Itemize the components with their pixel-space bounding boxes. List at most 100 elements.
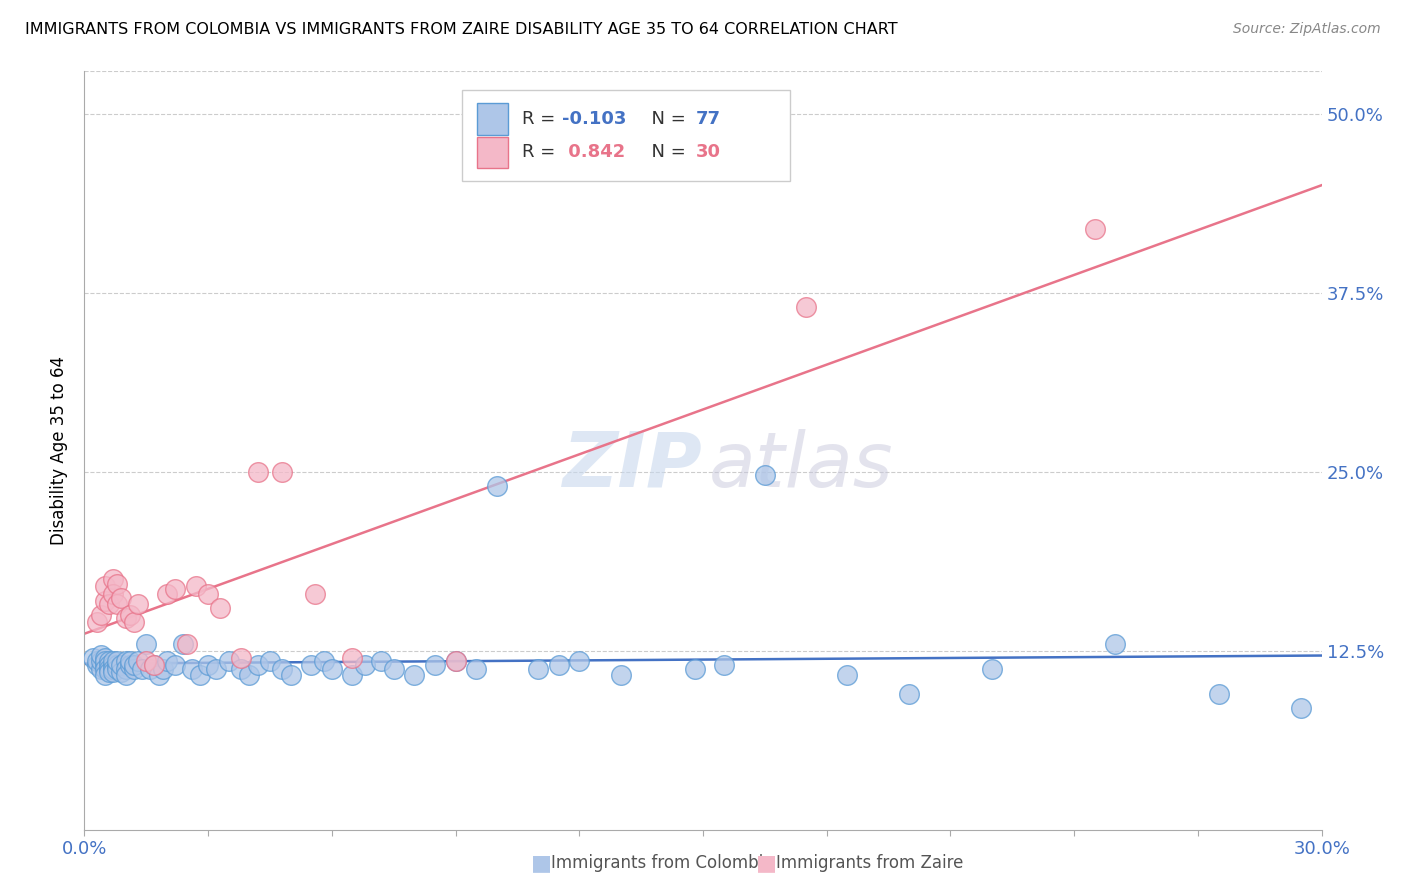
Point	[465, 662, 488, 676]
Point	[98, 662, 121, 676]
Point	[898, 687, 921, 701]
Point	[238, 668, 260, 682]
Point	[127, 654, 149, 668]
Point	[122, 658, 145, 673]
Text: Immigrants from Colombia: Immigrants from Colombia	[551, 855, 773, 872]
Point	[105, 658, 128, 673]
Text: ZIP: ZIP	[564, 429, 703, 502]
Text: Source: ZipAtlas.com: Source: ZipAtlas.com	[1233, 22, 1381, 37]
Point	[139, 662, 162, 676]
Text: Immigrants from Zaire: Immigrants from Zaire	[776, 855, 963, 872]
Point	[156, 586, 179, 600]
Point	[90, 648, 112, 662]
Point	[86, 658, 108, 673]
Text: 30: 30	[696, 144, 721, 161]
Point	[105, 576, 128, 591]
Point	[683, 662, 706, 676]
Point	[122, 662, 145, 676]
Text: atlas: atlas	[709, 429, 894, 502]
Point	[342, 668, 364, 682]
Point	[180, 662, 202, 676]
Point	[527, 662, 550, 676]
Point	[299, 658, 322, 673]
Point	[271, 465, 294, 479]
Point	[90, 654, 112, 668]
Point	[304, 586, 326, 600]
Text: IMMIGRANTS FROM COLOMBIA VS IMMIGRANTS FROM ZAIRE DISABILITY AGE 35 TO 64 CORREL: IMMIGRANTS FROM COLOMBIA VS IMMIGRANTS F…	[25, 22, 898, 37]
Point	[131, 662, 153, 676]
Point	[184, 579, 207, 593]
Point	[90, 662, 112, 676]
Point	[118, 658, 141, 673]
Point	[423, 658, 446, 673]
Point	[98, 658, 121, 673]
Point	[246, 465, 269, 479]
Point	[382, 662, 405, 676]
Text: ■: ■	[756, 854, 776, 873]
Point	[103, 654, 125, 668]
Point	[114, 662, 136, 676]
Text: 77: 77	[696, 110, 721, 128]
Point	[342, 651, 364, 665]
Point	[837, 668, 859, 682]
Text: -0.103: -0.103	[562, 110, 626, 128]
Point	[94, 579, 117, 593]
Point	[1208, 687, 1230, 701]
Point	[135, 637, 157, 651]
Point	[370, 654, 392, 668]
Text: N =: N =	[640, 110, 692, 128]
FancyBboxPatch shape	[477, 136, 508, 169]
Text: R =: R =	[523, 110, 561, 128]
Point	[713, 658, 735, 673]
Point	[94, 651, 117, 665]
Point	[312, 654, 335, 668]
Point	[152, 662, 174, 676]
Point	[143, 658, 166, 673]
Point	[209, 600, 232, 615]
Point	[1104, 637, 1126, 651]
Point	[271, 662, 294, 676]
Point	[321, 662, 343, 676]
Point	[103, 665, 125, 680]
Point	[754, 467, 776, 482]
FancyBboxPatch shape	[461, 90, 790, 181]
Point	[609, 668, 631, 682]
Point	[94, 668, 117, 682]
Point	[156, 654, 179, 668]
Y-axis label: Disability Age 35 to 64: Disability Age 35 to 64	[51, 356, 69, 545]
FancyBboxPatch shape	[477, 103, 508, 135]
Point	[176, 637, 198, 651]
Text: ■: ■	[531, 854, 551, 873]
Point	[1084, 221, 1107, 235]
Point	[90, 607, 112, 622]
Point	[353, 658, 375, 673]
Point	[135, 654, 157, 668]
Point	[105, 597, 128, 611]
Point	[444, 654, 467, 668]
Point	[110, 591, 132, 605]
Point	[118, 654, 141, 668]
Text: 0.842: 0.842	[562, 144, 626, 161]
Point	[103, 662, 125, 676]
Point	[103, 586, 125, 600]
Point	[205, 662, 228, 676]
Point	[229, 651, 252, 665]
Point	[197, 658, 219, 673]
Point	[404, 668, 426, 682]
Text: R =: R =	[523, 144, 561, 161]
Point	[188, 668, 211, 682]
Point	[218, 654, 240, 668]
Point	[122, 615, 145, 629]
Point	[114, 668, 136, 682]
Point	[118, 607, 141, 622]
Point	[1289, 701, 1312, 715]
Point	[485, 479, 508, 493]
Point	[165, 658, 187, 673]
Point	[82, 651, 104, 665]
Point	[103, 572, 125, 586]
Point	[86, 615, 108, 629]
Point	[794, 301, 817, 315]
Point	[172, 637, 194, 651]
Point	[114, 611, 136, 625]
Point	[246, 658, 269, 673]
